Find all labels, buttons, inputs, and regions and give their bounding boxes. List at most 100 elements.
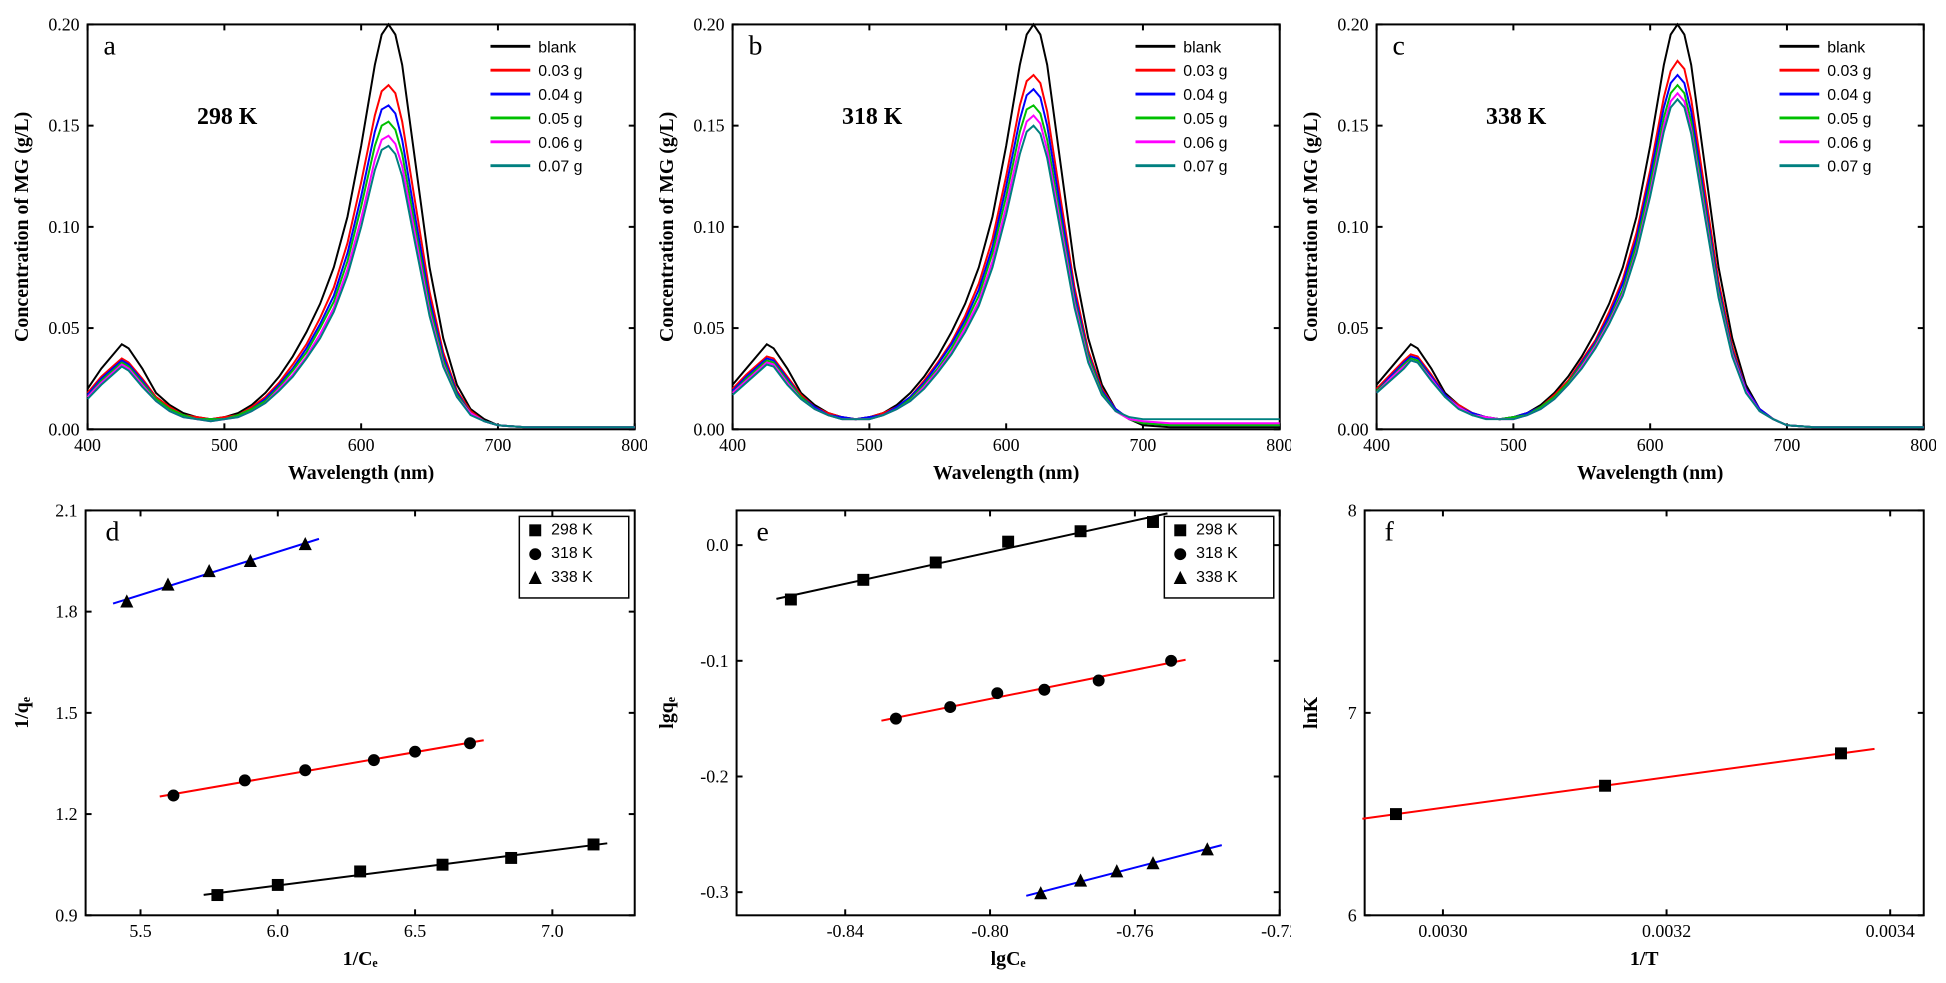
svg-text:600: 600 xyxy=(348,435,375,455)
svg-text:e: e xyxy=(756,516,768,547)
svg-text:0.20: 0.20 xyxy=(1338,14,1369,34)
svg-text:c: c xyxy=(1393,30,1405,61)
svg-text:800: 800 xyxy=(1911,435,1936,455)
panel-f: 0.0030 0.0032 0.0034 6 7 8 1/T lnK f xyxy=(1299,496,1936,974)
svg-text:318 K: 318 K xyxy=(551,545,593,562)
svg-text:298 K: 298 K xyxy=(1196,521,1238,538)
svg-text:0.06 g: 0.06 g xyxy=(1828,135,1872,152)
svg-text:5.5: 5.5 xyxy=(129,921,151,941)
svg-text:Concentration of MG (g/L): Concentration of MG (g/L) xyxy=(1300,112,1322,342)
svg-text:800: 800 xyxy=(621,435,646,455)
svg-text:-0.1: -0.1 xyxy=(700,650,728,670)
svg-text:338 K: 338 K xyxy=(1486,104,1547,130)
svg-text:0.05: 0.05 xyxy=(1338,318,1369,338)
panel-e: -0.84-0.80-0.76-0.72-0.3-0.2-0.10.0lgCₑl… xyxy=(655,496,1292,974)
svg-text:a: a xyxy=(104,30,116,61)
svg-text:600: 600 xyxy=(992,435,1019,455)
svg-text:0.06 g: 0.06 g xyxy=(1183,135,1227,152)
svg-text:blank: blank xyxy=(1828,39,1866,56)
svg-text:1.2: 1.2 xyxy=(55,804,77,824)
svg-text:-0.72: -0.72 xyxy=(1261,921,1292,941)
svg-text:d: d xyxy=(105,516,119,547)
svg-text:Concentration of MG (g/L): Concentration of MG (g/L) xyxy=(11,112,33,342)
svg-text:0.0: 0.0 xyxy=(706,535,728,555)
svg-text:Wavelength (nm): Wavelength (nm) xyxy=(933,462,1079,484)
svg-text:500: 500 xyxy=(856,435,883,455)
svg-text:6.0: 6.0 xyxy=(267,921,289,941)
svg-text:500: 500 xyxy=(1500,435,1527,455)
svg-text:0.05: 0.05 xyxy=(48,318,79,338)
svg-text:0.05 g: 0.05 g xyxy=(538,111,582,128)
svg-text:0.03 g: 0.03 g xyxy=(538,63,582,80)
svg-text:Concentration of MG (g/L): Concentration of MG (g/L) xyxy=(656,112,678,342)
svg-text:500: 500 xyxy=(211,435,238,455)
svg-text:0.00: 0.00 xyxy=(693,419,724,439)
svg-text:298 K: 298 K xyxy=(197,104,258,130)
svg-text:6: 6 xyxy=(1348,905,1357,925)
svg-text:0.20: 0.20 xyxy=(693,14,724,34)
svg-text:0.04 g: 0.04 g xyxy=(1183,87,1227,104)
svg-text:2.1: 2.1 xyxy=(55,500,77,520)
svg-text:700: 700 xyxy=(1774,435,1801,455)
svg-text:0.04 g: 0.04 g xyxy=(1828,87,1872,104)
svg-text:0.05: 0.05 xyxy=(693,318,724,338)
svg-text:0.0032: 0.0032 xyxy=(1642,921,1691,941)
svg-text:-0.76: -0.76 xyxy=(1116,921,1153,941)
svg-text:1/Cₑ: 1/Cₑ xyxy=(343,948,378,970)
svg-text:Wavelength (nm): Wavelength (nm) xyxy=(1577,462,1723,484)
panel-c: 4005006007008000.000.050.100.150.20Wavel… xyxy=(1299,10,1936,488)
svg-text:298 K: 298 K xyxy=(551,521,593,538)
svg-text:600: 600 xyxy=(1637,435,1664,455)
svg-text:lgqₑ: lgqₑ xyxy=(656,697,678,729)
svg-text:1.8: 1.8 xyxy=(55,601,77,621)
panel-d: 5.5 6.0 6.5 7.0 0.9 1.2 1.5 1.8 2.1 1/Cₑ 1/qₑ d 298 … xyxy=(10,496,647,974)
svg-text:0.00: 0.00 xyxy=(1338,419,1369,439)
svg-text:1.5: 1.5 xyxy=(55,702,77,722)
svg-text:0.20: 0.20 xyxy=(48,14,79,34)
svg-text:0.9: 0.9 xyxy=(55,905,77,925)
svg-text:0.0034: 0.0034 xyxy=(1866,921,1915,941)
svg-text:318 K: 318 K xyxy=(842,104,903,130)
svg-text:7.0: 7.0 xyxy=(541,921,563,941)
svg-text:0.05 g: 0.05 g xyxy=(1183,111,1227,128)
svg-text:800: 800 xyxy=(1266,435,1291,455)
svg-text:0.07 g: 0.07 g xyxy=(1828,159,1872,176)
svg-text:f: f xyxy=(1385,516,1395,547)
svg-text:338 K: 338 K xyxy=(1196,569,1238,586)
svg-text:0.15: 0.15 xyxy=(693,116,724,136)
svg-text:8: 8 xyxy=(1348,500,1357,520)
svg-text:lgCₑ: lgCₑ xyxy=(990,948,1025,970)
svg-text:0.07 g: 0.07 g xyxy=(538,159,582,176)
svg-text:-0.3: -0.3 xyxy=(700,882,728,902)
svg-text:0.15: 0.15 xyxy=(48,116,79,136)
svg-text:318 K: 318 K xyxy=(1196,545,1238,562)
svg-text:338 K: 338 K xyxy=(551,569,593,586)
svg-text:7: 7 xyxy=(1348,702,1357,722)
svg-text:1/qₑ: 1/qₑ xyxy=(11,697,33,729)
svg-text:Wavelength (nm): Wavelength (nm) xyxy=(288,462,434,484)
figure-grid: 4005006007008000.000.050.100.150.20Wavel… xyxy=(10,10,1936,973)
svg-text:0.03 g: 0.03 g xyxy=(1828,63,1872,80)
panel-b: 4005006007008000.000.050.100.150.20Wavel… xyxy=(655,10,1292,488)
svg-text:0.0030: 0.0030 xyxy=(1419,921,1468,941)
svg-text:-0.84: -0.84 xyxy=(826,921,863,941)
svg-text:b: b xyxy=(748,30,762,61)
svg-text:0.05 g: 0.05 g xyxy=(1828,111,1872,128)
svg-text:-0.2: -0.2 xyxy=(700,766,728,786)
svg-text:0.10: 0.10 xyxy=(1338,217,1369,237)
svg-text:700: 700 xyxy=(485,435,512,455)
svg-text:blank: blank xyxy=(538,39,576,56)
svg-text:0.00: 0.00 xyxy=(48,419,79,439)
svg-text:0.15: 0.15 xyxy=(1338,116,1369,136)
svg-text:blank: blank xyxy=(1183,39,1221,56)
panel-a: 4005006007008000.000.050.100.150.20Wavel… xyxy=(10,10,647,488)
svg-text:1/T: 1/T xyxy=(1630,948,1659,970)
svg-text:0.06 g: 0.06 g xyxy=(538,135,582,152)
svg-text:0.04 g: 0.04 g xyxy=(538,87,582,104)
svg-text:6.5: 6.5 xyxy=(404,921,426,941)
svg-text:lnK: lnK xyxy=(1300,696,1322,729)
svg-text:700: 700 xyxy=(1129,435,1156,455)
svg-text:0.10: 0.10 xyxy=(48,217,79,237)
svg-text:0.07 g: 0.07 g xyxy=(1183,159,1227,176)
svg-text:0.03 g: 0.03 g xyxy=(1183,63,1227,80)
